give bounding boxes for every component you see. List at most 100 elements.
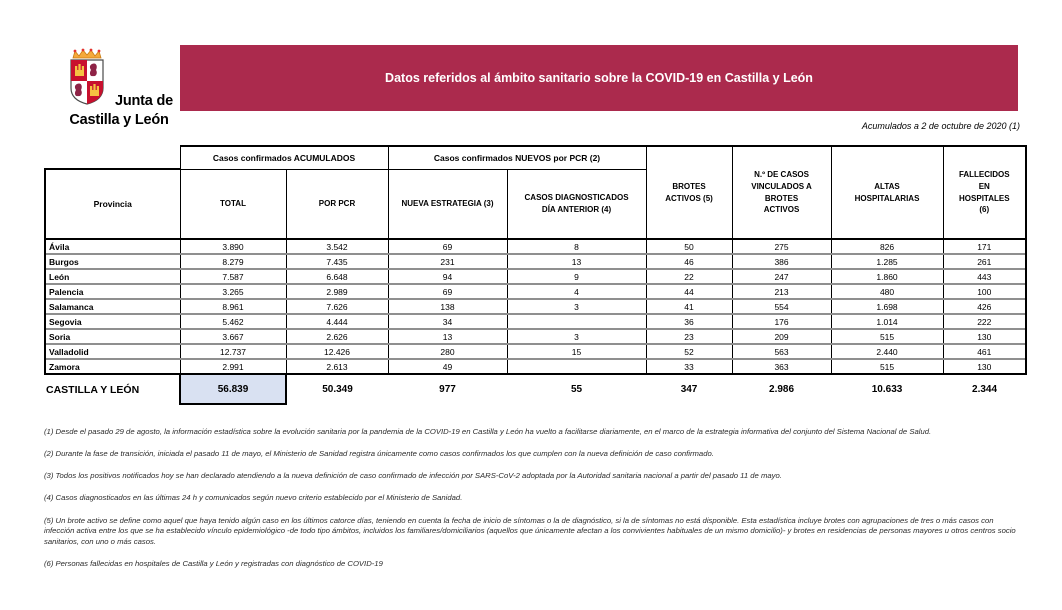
table-row-burgos: Burgos 8.279 7.435 231 13 46 386 1.285 2… bbox=[44, 253, 1028, 269]
cell-total-highlighted: 56.839 bbox=[179, 373, 287, 405]
logo-text-line1: Junta de bbox=[114, 93, 174, 109]
cell: 94 bbox=[387, 268, 508, 284]
cell: 5.462 bbox=[179, 313, 287, 329]
cell: 4.444 bbox=[285, 313, 389, 329]
cell: 7.626 bbox=[285, 298, 389, 314]
cell-provincia: León bbox=[44, 268, 181, 284]
table-row-soria: Soria 3.667 2.626 13 3 23 209 515 130 bbox=[44, 328, 1028, 344]
cell: 1.014 bbox=[830, 313, 944, 329]
cell: 515 bbox=[830, 328, 944, 344]
cell-total-label: CASTILLA Y LEÓN bbox=[46, 383, 140, 396]
cell: 12.737 bbox=[179, 343, 287, 359]
cell: 171 bbox=[942, 238, 1028, 254]
cell: 4 bbox=[506, 283, 647, 299]
cell: 3 bbox=[506, 328, 647, 344]
cell: 563 bbox=[731, 343, 832, 359]
logo-text-line2: Castilla y León bbox=[69, 112, 169, 128]
group-header-row: Casos confirmados ACUMULADOS Casos confi… bbox=[45, 145, 1028, 240]
column-header-casos-vinculados: N.º DE CASOS VINCULADOS A BROTES ACTIVOS bbox=[731, 145, 832, 240]
cell: 247 bbox=[731, 268, 832, 284]
table-row-salamanca: Salamanca 8.961 7.626 138 3 41 554 1.698… bbox=[44, 298, 1028, 314]
cell: 1.285 bbox=[830, 253, 944, 269]
cell: 7.587 bbox=[179, 268, 287, 284]
table-row-valladolid: Valladolid 12.737 12.426 280 15 52 563 2… bbox=[44, 343, 1028, 359]
cell: 426 bbox=[942, 298, 1028, 314]
cell: 33 bbox=[645, 358, 733, 375]
cell: 9 bbox=[506, 268, 647, 284]
cell: 515 bbox=[830, 358, 944, 375]
footnotes-section: (1) Desde el pasado 29 de agosto, la inf… bbox=[44, 427, 1017, 581]
table-row-segovia: Segovia 5.462 4.444 34 36 176 1.014 222 bbox=[44, 313, 1028, 329]
cell: 49 bbox=[387, 358, 508, 375]
cell: 52 bbox=[645, 343, 733, 359]
cell: 3.667 bbox=[179, 328, 287, 344]
title-bar: Datos referidos al ámbito sanitario sobr… bbox=[180, 45, 1018, 111]
column-header-nueva-estrategia: NUEVA ESTRATEGIA (3) bbox=[387, 168, 508, 240]
group-header-nuevos-pcr: Casos confirmados NUEVOS por PCR (2) bbox=[387, 145, 647, 170]
cell: 2.989 bbox=[285, 283, 389, 299]
cell: 826 bbox=[830, 238, 944, 254]
cell: 2.613 bbox=[285, 358, 389, 375]
column-header-fallecidos: FALLECIDOS EN HOSPITALES (6) bbox=[942, 145, 1028, 240]
cell: 213 bbox=[731, 283, 832, 299]
cell-provincia: Palencia bbox=[44, 283, 181, 299]
cell: 231 bbox=[387, 253, 508, 269]
cell: 41 bbox=[645, 298, 733, 314]
cell: 13 bbox=[506, 253, 647, 269]
cell: 15 bbox=[506, 343, 647, 359]
cell: 3.890 bbox=[179, 238, 287, 254]
covid-data-table: Casos confirmados ACUMULADOS Casos confi… bbox=[44, 145, 1028, 405]
column-header-total: TOTAL bbox=[179, 168, 287, 240]
column-header-altas: ALTAS HOSPITALARIAS bbox=[830, 145, 944, 240]
cell-provincia: Soria bbox=[44, 328, 181, 344]
column-header-por-pcr: POR PCR bbox=[285, 168, 389, 240]
group-header-acumulados: Casos confirmados ACUMULADOS bbox=[179, 145, 389, 170]
cell: 2.440 bbox=[830, 343, 944, 359]
cell: 8.961 bbox=[179, 298, 287, 314]
cell: 261 bbox=[942, 253, 1028, 269]
cell: 46 bbox=[645, 253, 733, 269]
table-row-avila: Ávila 3.890 3.542 69 8 50 275 826 171 bbox=[44, 238, 1028, 254]
cell: 386 bbox=[731, 253, 832, 269]
cell: 22 bbox=[645, 268, 733, 284]
cell: 275 bbox=[731, 238, 832, 254]
cell: 280 bbox=[387, 343, 508, 359]
column-header-row: Provincia TOTAL POR PCR NUEVA ESTRATEGIA… bbox=[44, 168, 1026, 240]
covid-table-wrapper: Casos confirmados ACUMULADOS Casos confi… bbox=[44, 145, 1028, 405]
cell: 480 bbox=[830, 283, 944, 299]
cell-provincia: Valladolid bbox=[44, 343, 181, 359]
cell-total: 977 bbox=[439, 384, 456, 395]
table-row-leon: León 7.587 6.648 94 9 22 247 1.860 443 bbox=[44, 268, 1028, 284]
junta-castilla-leon-logo: Junta de Castilla y León bbox=[44, 48, 194, 128]
cell: 1.698 bbox=[830, 298, 944, 314]
cell: 222 bbox=[942, 313, 1028, 329]
cell-total: 347 bbox=[680, 384, 698, 395]
cell-provincia: Ávila bbox=[44, 238, 181, 254]
cell: 13 bbox=[387, 328, 508, 344]
cell: 8 bbox=[506, 238, 647, 254]
cell: 554 bbox=[731, 298, 832, 314]
cell-provincia: Segovia bbox=[44, 313, 181, 329]
cell-total: 55 bbox=[570, 384, 583, 395]
cell: 12.426 bbox=[285, 343, 389, 359]
cell-total: 2.986 bbox=[769, 384, 795, 395]
cell: 461 bbox=[942, 343, 1028, 359]
blank-corner-cell bbox=[45, 146, 180, 169]
table-row-zamora: Zamora 2.991 2.613 49 33 363 515 130 bbox=[44, 358, 1028, 375]
cell-provincia: Burgos bbox=[44, 253, 181, 269]
cell: 36 bbox=[645, 313, 733, 329]
table-row-palencia: Palencia 3.265 2.989 69 4 44 213 480 100 bbox=[44, 283, 1028, 299]
cell: 2.991 bbox=[179, 358, 287, 375]
column-header-casos-diagnosticados: CASOS DIAGNOSTICADOS DÍA ANTERIOR (4) bbox=[506, 168, 647, 240]
footnote-5: (5) Un brote activo se define como aquel… bbox=[44, 515, 1016, 546]
footnote-6: (6) Personas fallecidas en hospitales de… bbox=[44, 558, 383, 568]
cell: 130 bbox=[942, 328, 1028, 344]
cell: 100 bbox=[942, 283, 1028, 299]
cell-total: 10.633 bbox=[871, 384, 903, 395]
footnote-3: (3) Todos los positivos notificados hoy … bbox=[44, 471, 782, 481]
page-title: Datos referidos al ámbito sanitario sobr… bbox=[385, 71, 813, 85]
cell: 23 bbox=[645, 328, 733, 344]
footnote-2: (2) Durante la fase de transición, inici… bbox=[44, 449, 714, 459]
column-header-provincia: Provincia bbox=[44, 168, 181, 240]
